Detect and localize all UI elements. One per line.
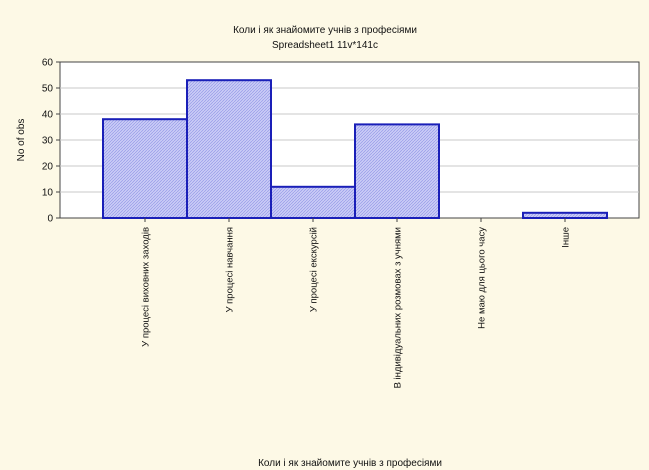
y-tick-label: 10 <box>42 188 54 199</box>
bar-0 <box>102 118 188 219</box>
chart-subtitle: Spreadsheet1 11v*141c <box>272 40 378 51</box>
category-label: У процесі екскурсій <box>309 227 320 312</box>
y-tick-label: 50 <box>42 84 54 95</box>
category-label: В індивідуальних розмовах з учнями <box>393 227 404 388</box>
category-label: У процесі виховних заходів <box>141 227 152 347</box>
category-label: Інше <box>561 227 572 248</box>
bar-1 <box>186 79 272 219</box>
bar-5 <box>522 211 608 220</box>
bar-3 <box>354 123 440 219</box>
y-axis-label: No of obs <box>16 119 27 162</box>
y-ticks: 0 10 20 30 40 50 60 <box>42 58 60 225</box>
y-tick-label: 30 <box>42 136 54 147</box>
category-label: У процесі навчання <box>225 227 236 313</box>
category-label: Не маю для цього часу <box>477 227 488 329</box>
y-tick-label: 60 <box>42 58 54 69</box>
bars <box>102 79 608 220</box>
chart-title: Коли і як знайомите учнів з професіями <box>233 24 417 36</box>
x-axis-label: Коли і як знайомите учнів з професіями <box>258 457 442 469</box>
bar-2 <box>270 185 356 220</box>
y-tick-label: 20 <box>42 162 54 173</box>
category-labels: У процесі виховних заходів У процесі навч… <box>141 218 572 388</box>
y-tick-label: 40 <box>42 110 54 121</box>
y-tick-label: 0 <box>47 214 53 225</box>
